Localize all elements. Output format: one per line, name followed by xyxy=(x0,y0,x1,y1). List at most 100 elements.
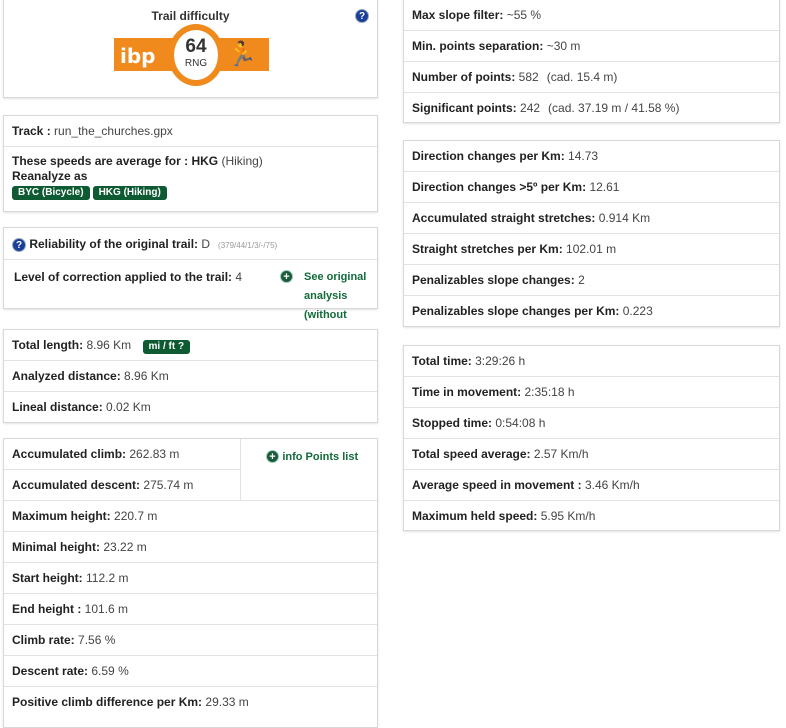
row-value: 2.57 Km/h xyxy=(533,447,589,461)
track-value: run_the_churches.gpx xyxy=(54,124,173,138)
track-row: Track : run_the_churches.gpx xyxy=(4,116,377,147)
row-value: 23.22 m xyxy=(103,540,147,554)
row-label: Minimal height: xyxy=(12,540,100,554)
times-list: Total time: 3:29:26 h Time in movement: 2… xyxy=(404,346,779,532)
difficulty-panel: Trail difficulty ? ibp 🏃 64 RNG xyxy=(3,0,378,98)
row-value: 0.02 Km xyxy=(106,400,151,414)
heights-list: Maximum height: 220.7 m Minimal height: 2… xyxy=(4,501,377,718)
row-label: Start height: xyxy=(12,571,83,585)
row-label: Average speed in movement : xyxy=(412,478,582,492)
row-value: 582 xyxy=(518,70,539,84)
row-label: Number of points: xyxy=(412,70,516,84)
row-label: Descent rate: xyxy=(12,664,89,678)
stat-row: Penalizables slope changes per Km: 0.223 xyxy=(404,296,779,327)
row-label: Accumulated straight stretches: xyxy=(412,211,596,225)
stat-row: Significant points: 242 (cad. 37.19 m / 4… xyxy=(404,93,779,124)
stat-row: Total speed average: 2.57 Km/h xyxy=(404,439,779,470)
plus-circle-icon: + xyxy=(266,450,279,463)
direction-panel: Direction changes per Km: 14.73 Direction… xyxy=(403,140,780,327)
lineal-distance-row: Lineal distance: 0.02 Km xyxy=(4,392,377,423)
points-list-link[interactable]: + info Points list xyxy=(266,449,358,463)
row-label: Stopped time: xyxy=(412,416,492,430)
row-value: ~30 m xyxy=(546,39,581,53)
correction-value: 4 xyxy=(235,270,243,284)
units-toggle-button[interactable]: mi / ft ? xyxy=(142,340,191,354)
row-label: Lineal distance: xyxy=(12,400,103,414)
reliability-label: Reliability of the original trail: xyxy=(29,237,199,251)
stat-row: Number of points: 582 (cad. 15.4 m) xyxy=(404,62,779,93)
row-value: 2 xyxy=(578,273,585,287)
row-value: 101.6 m xyxy=(84,602,129,616)
row-label: Maximum height: xyxy=(12,509,111,523)
correction-label: Level of correction applied to the trail… xyxy=(14,270,233,284)
row-value: 0.223 xyxy=(622,304,653,318)
reanalyze-hiking-button[interactable]: HKG (Hiking) xyxy=(92,186,167,200)
direction-list: Direction changes per Km: 14.73 Direction… xyxy=(404,141,779,327)
stat-row: Direction changes >5º per Km: 12.61 xyxy=(404,172,779,203)
row-value: 6.59 % xyxy=(91,664,129,678)
speeds-code: HKG xyxy=(191,154,219,168)
row-label: Direction changes >5º per Km: xyxy=(412,180,587,194)
row-value: 102.01 m xyxy=(566,242,617,256)
speeds-row: These speeds are average for : HKG (Hiki… xyxy=(4,147,377,207)
reanalyze-bicycle-button[interactable]: BYC (Bicycle) xyxy=(12,186,90,200)
row-value: 3:29:26 h xyxy=(475,354,526,368)
stat-row: Stopped time: 0:54:08 h xyxy=(404,408,779,439)
row-label: Positive climb difference per Km: xyxy=(12,695,203,709)
row-note: (cad. 15.4 m) xyxy=(546,70,618,84)
row-value: 3.46 Km/h xyxy=(584,478,640,492)
row-value: 0.914 Km xyxy=(598,211,651,225)
climb-row: Accumulated climb: 262.83 m xyxy=(4,439,240,470)
stat-row: Climb rate: 7.56 % xyxy=(4,625,377,656)
stat-row: Accumulated straight stretches: 0.914 Km xyxy=(404,203,779,234)
speeds-label: These speeds are average for : xyxy=(12,154,189,168)
row-note: (cad. 37.19 m / 41.58 %) xyxy=(548,101,680,115)
stat-row: End height : 101.6 m xyxy=(4,594,377,625)
score-value: 64 xyxy=(185,36,207,57)
analyzed-distance-row: Analyzed distance: 8.96 Km xyxy=(4,361,377,392)
score-unit: RNG xyxy=(184,58,208,69)
stat-row: Maximum held speed: 5.95 Km/h xyxy=(404,501,779,532)
heights-panel: Accumulated climb: 262.83 m Accumulated … xyxy=(3,438,378,728)
row-label: Accumulated climb: xyxy=(12,447,127,461)
reanalyze-label: Reanalyze as xyxy=(12,169,88,183)
stat-row: Straight stretches per Km: 102.01 m xyxy=(404,234,779,265)
row-label: Direction changes per Km: xyxy=(412,149,565,163)
help-icon[interactable]: ? xyxy=(12,238,26,252)
row-value: ~55 % xyxy=(506,8,542,22)
descent-row: Accumulated descent: 275.74 m xyxy=(4,470,240,501)
filters-list: Max slope filter: ~55 % Min. points separ… xyxy=(404,0,779,124)
stat-row: Positive climb difference per Km: 29.33 … xyxy=(4,687,377,718)
points-list-label[interactable]: info Points list xyxy=(282,451,359,463)
row-label: Accumulated descent: xyxy=(12,478,141,492)
difficulty-title: Trail difficulty xyxy=(151,9,230,23)
row-value: 7.56 % xyxy=(78,633,116,647)
row-label: Time in movement: xyxy=(412,385,522,399)
reliability-detail: (379/44/1/3/-/75) xyxy=(218,241,278,250)
row-label: Climb rate: xyxy=(12,633,75,647)
row-label: Total time: xyxy=(412,354,472,368)
score-circle: 64 RNG xyxy=(168,24,224,86)
row-label: Total speed average: xyxy=(412,447,531,461)
correction-row: Level of correction applied to the trail… xyxy=(4,260,377,340)
row-value: 8.96 Km xyxy=(86,338,132,352)
row-value: 29.33 m xyxy=(205,695,249,709)
row-label: Maximum held speed: xyxy=(412,509,538,523)
stat-row: Minimal height: 23.22 m xyxy=(4,532,377,563)
row-value: 5.95 Km/h xyxy=(540,509,596,523)
stat-row: Max slope filter: ~55 % xyxy=(404,0,779,31)
stat-row: Maximum height: 220.7 m xyxy=(4,501,377,532)
stat-row: Penalizables slope changes: 2 xyxy=(404,265,779,296)
row-label: Penalizables slope changes: xyxy=(412,273,575,287)
stat-row: Time in movement: 2:35:18 h xyxy=(404,377,779,408)
row-label: Penalizables slope changes per Km: xyxy=(412,304,620,318)
times-panel: Total time: 3:29:26 h Time in movement: 2… xyxy=(403,345,780,531)
row-value: 262.83 m xyxy=(129,447,180,461)
row-value: 220.7 m xyxy=(114,509,158,523)
help-icon[interactable]: ? xyxy=(355,9,369,23)
row-label: End height : xyxy=(12,602,82,616)
reliability-row: ? Reliability of the original trail: D (3… xyxy=(4,228,377,260)
plus-circle-icon[interactable]: + xyxy=(280,270,293,283)
row-label: Total length: xyxy=(12,338,84,352)
reliability-panel: ? Reliability of the original trail: D (3… xyxy=(3,227,378,340)
